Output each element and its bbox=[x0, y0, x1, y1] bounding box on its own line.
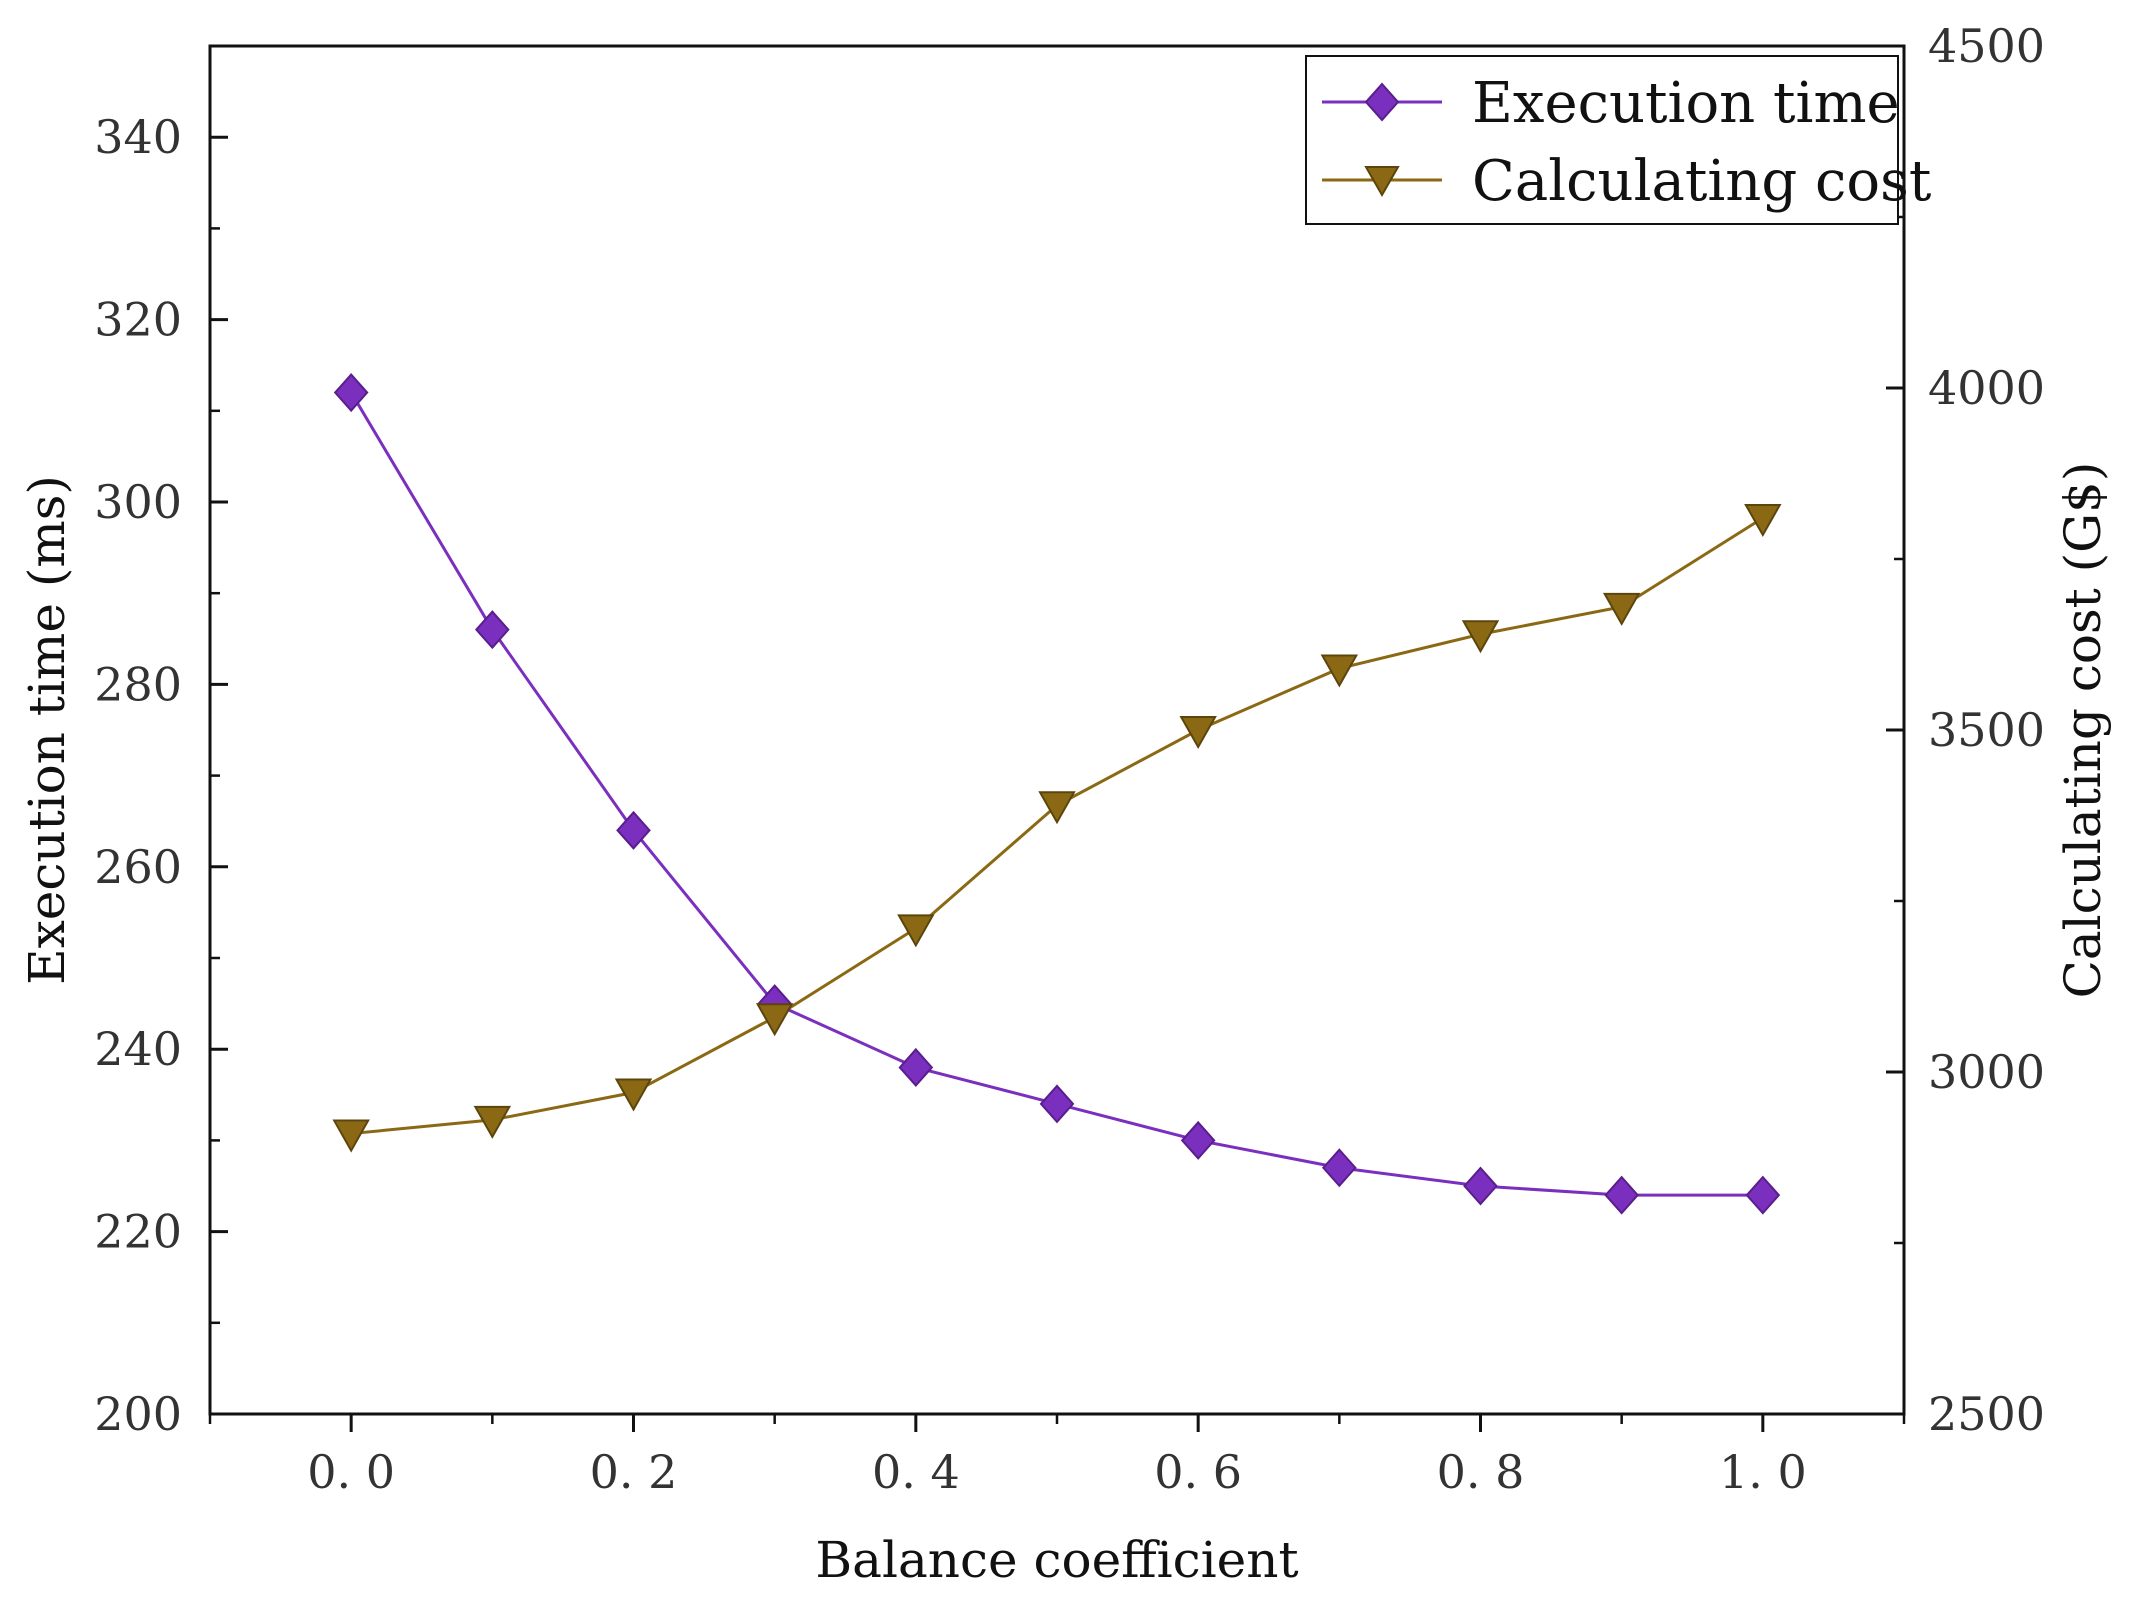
y-left-tick-label: 220 bbox=[94, 1205, 182, 1259]
axis-ticks bbox=[208, 44, 1906, 1432]
data-point-execution-time bbox=[898, 1047, 934, 1087]
legend: Execution time Calculating cost bbox=[1305, 55, 1932, 225]
y-left-tick-label: 320 bbox=[94, 293, 182, 347]
x-tick-label: 0. 2 bbox=[590, 1445, 678, 1499]
plot-frame bbox=[208, 44, 1906, 1416]
legend-marker-execution-time bbox=[1364, 82, 1400, 122]
data-point-execution-time bbox=[616, 810, 651, 850]
data-point-calculating-cost bbox=[755, 1003, 794, 1037]
data-point-execution-time bbox=[1604, 1175, 1640, 1215]
y-left-tick-label: 280 bbox=[94, 657, 182, 711]
y-right-tick-label: 3000 bbox=[1928, 1045, 2045, 1099]
y-right-tick-label: 2500 bbox=[1928, 1387, 2045, 1441]
data-point-execution-time bbox=[1463, 1166, 1498, 1206]
data-point-execution-time bbox=[1039, 1084, 1075, 1124]
y-left-tick-label: 260 bbox=[94, 840, 182, 894]
y-left-tick-label: 200 bbox=[94, 1387, 182, 1441]
legend-marker-calculating-cost bbox=[1364, 166, 1400, 198]
data-point-calculating-cost bbox=[1320, 654, 1359, 688]
y-left-tick-label: 340 bbox=[94, 110, 182, 164]
data-point-execution-time bbox=[1180, 1120, 1216, 1160]
x-tick-label: 1. 0 bbox=[1719, 1445, 1807, 1499]
data-point-calculating-cost bbox=[614, 1078, 653, 1112]
data-point-calculating-cost bbox=[332, 1119, 370, 1153]
legend-label-execution-time: Execution time bbox=[1472, 71, 1900, 136]
series-layer bbox=[332, 373, 1782, 1215]
y-right-tick-label: 4500 bbox=[1928, 19, 2045, 73]
data-point-calculating-cost bbox=[1179, 716, 1217, 750]
y-axis-right-title: Calculating cost (G$) bbox=[2054, 462, 2112, 999]
data-point-calculating-cost bbox=[1744, 503, 1782, 537]
data-point-execution-time bbox=[474, 610, 510, 650]
data-point-calculating-cost bbox=[1038, 791, 1076, 825]
data-point-execution-time bbox=[1321, 1148, 1357, 1188]
y-axis-left-title: Execution time (ms) bbox=[18, 475, 76, 985]
x-tick-label: 0. 6 bbox=[1154, 1445, 1242, 1499]
data-point-calculating-cost bbox=[897, 914, 935, 948]
y-left-tick-label: 240 bbox=[94, 1022, 182, 1076]
data-point-execution-time bbox=[1745, 1175, 1781, 1215]
x-tick-label: 0. 4 bbox=[872, 1445, 960, 1499]
data-point-calculating-cost bbox=[1602, 592, 1641, 626]
data-point-execution-time bbox=[333, 373, 369, 413]
y-left-tick-label: 300 bbox=[94, 475, 182, 529]
x-axis-title: Balance coefficient bbox=[815, 1531, 1298, 1589]
legend-box bbox=[1305, 55, 1899, 225]
series-line-calculating-cost bbox=[351, 516, 1764, 1136]
y-right-tick-label: 4000 bbox=[1928, 361, 2045, 415]
y-right-tick-label: 3500 bbox=[1928, 703, 2045, 757]
data-point-calculating-cost bbox=[1461, 620, 1500, 654]
x-tick-label: 0. 8 bbox=[1437, 1445, 1525, 1499]
legend-label-calculating-cost: Calculating cost bbox=[1472, 149, 1932, 214]
tick-labels: 0. 0 0. 2 0. 4 0. 6 0. 8 1. 0 200 220 240 260 280 3… bbox=[94, 19, 2045, 1499]
data-point-calculating-cost bbox=[473, 1105, 512, 1139]
x-tick-label: 0. 0 bbox=[307, 1445, 395, 1499]
